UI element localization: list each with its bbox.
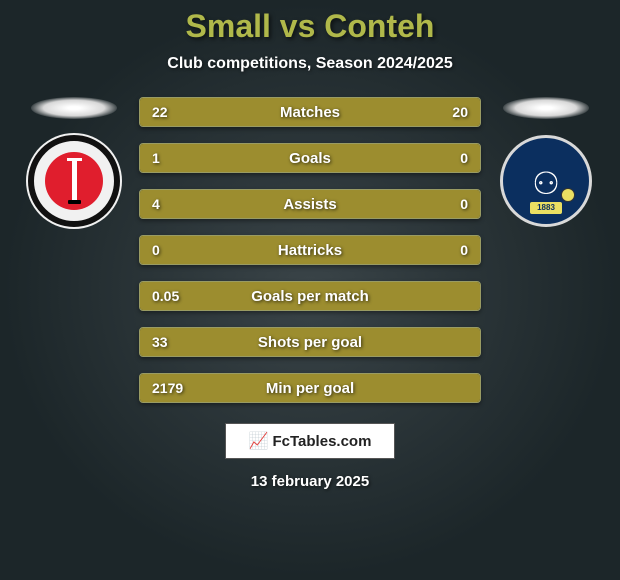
stat-value-right: 0 [460, 196, 468, 212]
stat-bar: 2179Min per goal [139, 373, 481, 403]
stat-value-right: 20 [452, 104, 468, 120]
stat-bar: 33Shots per goal [139, 327, 481, 357]
page-subtitle: Club competitions, Season 2024/2025 [167, 55, 452, 73]
stat-label: Hattricks [140, 242, 480, 259]
pirate-icon: ⚉ [533, 167, 558, 195]
site-logo[interactable]: 📈 FcTables.com [225, 423, 395, 459]
stat-label: Matches [140, 104, 480, 121]
stat-value-right: 0 [460, 242, 468, 258]
charlton-badge-inner [45, 152, 103, 210]
page-title: Small vs Conteh [186, 8, 435, 45]
logo-text: FcTables.com [273, 433, 372, 450]
right-player-col: ⚉ 1883 [493, 97, 599, 227]
badge-year: 1883 [530, 202, 562, 214]
stat-value-right: 0 [460, 150, 468, 166]
content-row: 22Matches201Goals04Assists00Hattricks00.… [0, 97, 620, 403]
stat-label: Goals per match [140, 288, 480, 305]
team-badge-right: ⚉ 1883 [500, 135, 592, 227]
comparison-card: Small vs Conteh Club competitions, Seaso… [0, 0, 620, 580]
team-badge-left [28, 135, 120, 227]
stat-bar: 4Assists0 [139, 189, 481, 219]
player-silhouette-left [31, 97, 117, 119]
stat-label: Shots per goal [140, 334, 480, 351]
stat-label: Assists [140, 196, 480, 213]
stat-label: Min per goal [140, 380, 480, 397]
bristol-badge-inner: ⚉ [533, 167, 558, 195]
left-player-col [21, 97, 127, 227]
snapshot-date: 13 february 2025 [251, 473, 369, 490]
stat-label: Goals [140, 150, 480, 167]
charlton-badge [28, 135, 120, 227]
bristol-rovers-badge: ⚉ 1883 [500, 135, 592, 227]
chart-icon: 📈 [249, 431, 269, 451]
stat-bar: 22Matches20 [139, 97, 481, 127]
sword-icon [72, 160, 77, 202]
football-icon [561, 188, 575, 202]
stat-bar: 0.05Goals per match [139, 281, 481, 311]
player-silhouette-right [503, 97, 589, 119]
stat-bar: 1Goals0 [139, 143, 481, 173]
stats-bars: 22Matches201Goals04Assists00Hattricks00.… [139, 97, 481, 403]
stat-bar: 0Hattricks0 [139, 235, 481, 265]
